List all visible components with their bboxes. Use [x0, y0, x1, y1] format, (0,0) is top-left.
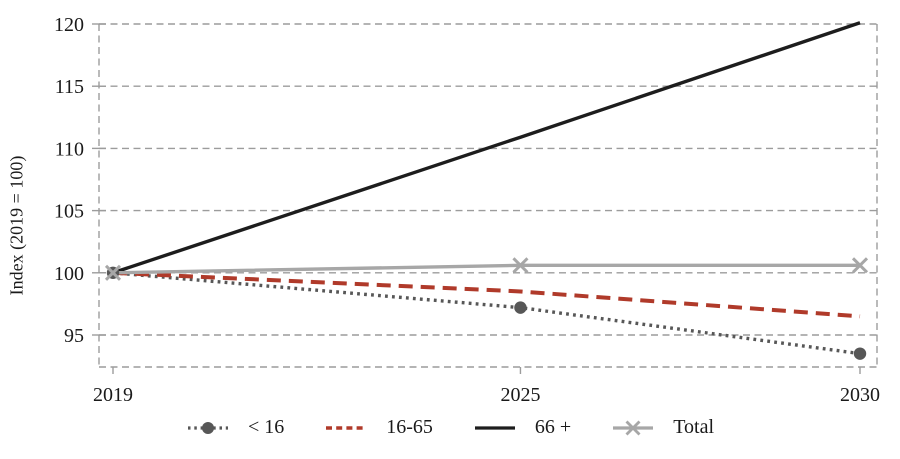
svg-text:2030: 2030 [840, 384, 880, 406]
gray-line-x-marker-icon [613, 420, 654, 435]
svg-text:120: 120 [54, 14, 84, 36]
legend-label: 16-65 [386, 416, 433, 438]
legend-label: 66 + [534, 416, 572, 438]
line-chart-plot: 95 100 105 110 115 120 2019 2025 2030 [54, 14, 880, 406]
svg-text:100: 100 [54, 263, 84, 285]
dotted-line-circle-marker-icon [187, 421, 228, 434]
svg-text:95: 95 [64, 325, 84, 347]
solid-black-line-icon [474, 425, 515, 430]
legend-item-total: Total [611, 416, 714, 439]
legend-item-under-16: < 16 [186, 416, 284, 439]
chart-legend: < 16 16-65 66 + Total [0, 416, 900, 439]
y-axis-label: Index (2019 = 100) [6, 155, 27, 296]
svg-text:115: 115 [55, 76, 84, 98]
svg-text:2025: 2025 [500, 384, 540, 406]
svg-text:2019: 2019 [93, 384, 133, 406]
dashed-red-line-icon [326, 425, 367, 430]
legend-label: < 16 [247, 416, 285, 438]
legend-label: Total [673, 416, 715, 438]
legend-item-16-65: 16-65 [324, 416, 433, 439]
svg-text:105: 105 [54, 201, 84, 223]
svg-text:110: 110 [55, 138, 84, 160]
legend-item-66-plus: 66 + [473, 416, 571, 439]
